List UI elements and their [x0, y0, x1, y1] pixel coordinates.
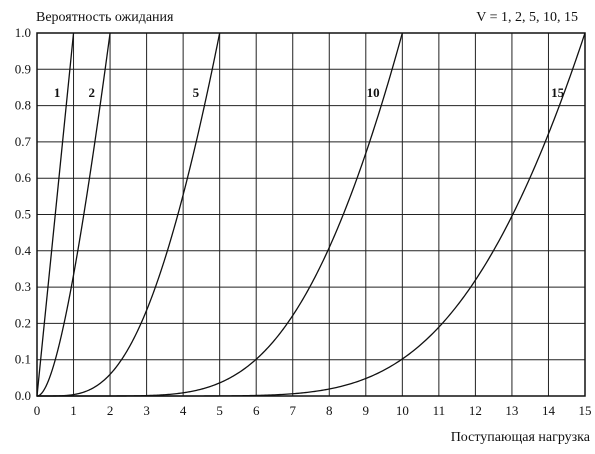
- chart-annotation: V = 1, 2, 5, 10, 15: [476, 10, 578, 25]
- y-tick-label: 0.9: [15, 61, 31, 76]
- y-tick-label: 0.0: [15, 388, 31, 403]
- y-tick-label: 0.3: [15, 279, 31, 294]
- x-tick-label: 3: [143, 403, 150, 418]
- x-tick-label: 14: [542, 403, 556, 418]
- x-tick-label: 2: [107, 403, 114, 418]
- series-label-5: 5: [193, 85, 200, 100]
- chart-title: Вероятность ожидания: [36, 10, 174, 25]
- y-tick-label: 0.4: [15, 243, 32, 258]
- x-tick-label: 4: [180, 403, 187, 418]
- series-label-10: 10: [367, 85, 380, 100]
- x-tick-label: 0: [34, 403, 41, 418]
- y-tick-label: 0.8: [15, 98, 31, 113]
- tick-labels: 0 1 2 3 4 5 6 7 8 9 10 11 12 13 14 150.00.10.20.30.40.5…: [15, 25, 592, 418]
- x-tick-label: 7: [289, 403, 296, 418]
- x-tick-label: 13: [505, 403, 518, 418]
- x-tick-label: 10: [396, 403, 409, 418]
- y-tick-label: 0.2: [15, 315, 31, 330]
- series-line-2: [36, 32, 111, 397]
- x-axis-label: Поступающая нагрузка: [451, 430, 591, 445]
- x-tick-label: 11: [433, 403, 446, 418]
- series-label-2: 2: [89, 85, 96, 100]
- curve-labels: 1 2 5 10 15: [54, 85, 565, 100]
- x-tick-label: 6: [253, 403, 260, 418]
- x-tick-label: 15: [579, 403, 592, 418]
- x-tick-label: 8: [326, 403, 333, 418]
- x-tick-label: 1: [70, 403, 77, 418]
- y-tick-label: 0.5: [15, 207, 31, 222]
- y-tick-label: 1.0: [15, 25, 31, 40]
- x-tick-label: 9: [363, 403, 370, 418]
- plot-frame: [36, 32, 586, 397]
- series-label-15: 15: [551, 85, 565, 100]
- series-line-1: [36, 32, 75, 397]
- x-tick-label: 12: [469, 403, 482, 418]
- y-tick-label: 0.7: [15, 134, 32, 149]
- y-tick-label: 0.1: [15, 352, 31, 367]
- grid: [36, 32, 586, 397]
- series-label-1: 1: [54, 85, 61, 100]
- y-tick-label: 0.6: [15, 170, 32, 185]
- x-tick-label: 5: [216, 403, 223, 418]
